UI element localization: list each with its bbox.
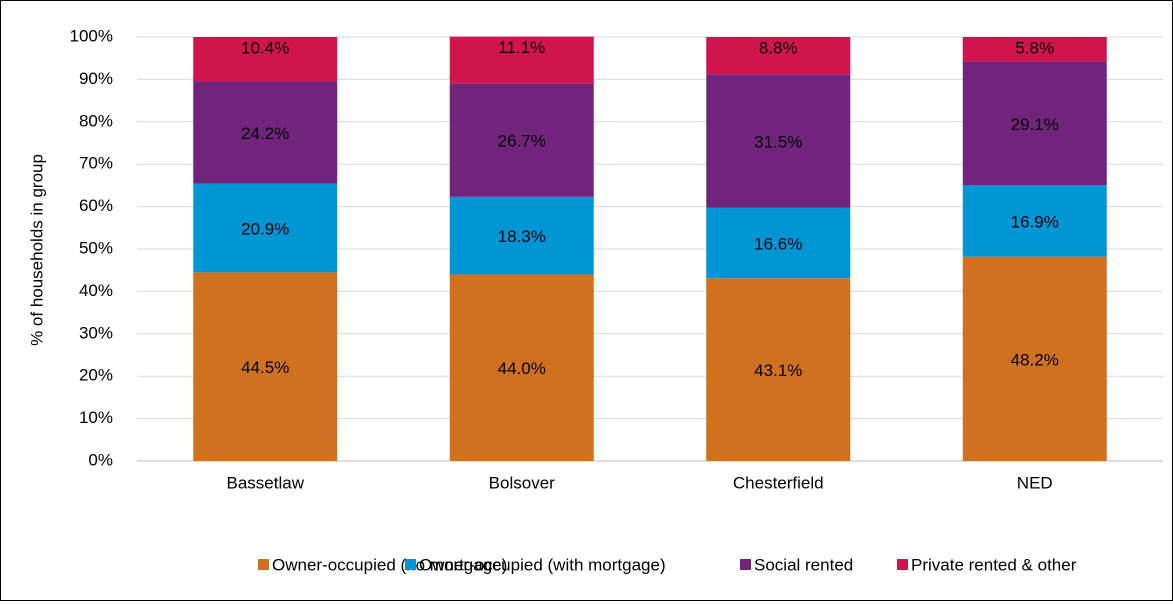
data-label: 5.8% [1015, 38, 1054, 57]
y-tick-label: 10% [79, 408, 113, 427]
y-tick-label: 80% [79, 111, 113, 130]
data-label: 18.3% [498, 227, 546, 246]
y-tick-label: 20% [79, 366, 113, 385]
data-label: 11.1% [498, 38, 545, 57]
y-tick-label: 30% [79, 323, 113, 342]
data-label: 26.7% [498, 132, 546, 151]
bar-segment [193, 81, 338, 184]
bar-segment [962, 37, 1107, 62]
bar-segment [449, 36, 594, 84]
bar-segment [449, 83, 594, 197]
bar-segment [962, 256, 1107, 461]
bar-segment [706, 74, 851, 208]
data-label: 48.2% [1011, 350, 1059, 369]
x-tick-label: Bassetlaw [227, 473, 305, 492]
x-tick-label: Chesterfield [733, 473, 824, 492]
bar-segment [962, 184, 1107, 257]
bar-segment [706, 37, 851, 75]
bar-segment [193, 183, 338, 273]
data-label: 10.4% [241, 38, 289, 57]
legend-swatch [258, 559, 269, 570]
x-tick-label: NED [1017, 473, 1053, 492]
data-label: 24.2% [241, 124, 289, 143]
y-tick-label: 70% [79, 154, 113, 173]
y-tick-label: 50% [79, 238, 113, 257]
data-label: 8.8% [759, 38, 798, 57]
bar-segment [193, 37, 338, 82]
bar-segment [449, 274, 594, 461]
bar-segment [449, 196, 594, 275]
y-tick-label: 100% [70, 26, 113, 45]
bar-segment [962, 61, 1107, 185]
bar-segment [706, 207, 851, 279]
bar-segment [193, 272, 338, 461]
legend-label: Social rented [754, 555, 853, 574]
y-axis-label: % of households in group [27, 154, 46, 346]
legend-swatch [740, 559, 751, 570]
legend-swatch [405, 559, 416, 570]
data-label: 16.6% [754, 235, 802, 254]
data-label: 29.1% [1011, 115, 1059, 134]
data-label: 20.9% [241, 219, 289, 238]
y-tick-label: 40% [79, 281, 113, 300]
legend-label: Owner-occupied (with mortgage) [419, 555, 666, 574]
data-label: 44.0% [498, 359, 546, 378]
legend-label: Owner-occupied (no mortgage) [272, 555, 507, 574]
y-tick-label: 0% [88, 450, 113, 469]
data-label: 16.9% [1011, 212, 1059, 231]
data-label: 31.5% [754, 133, 802, 152]
data-label: 43.1% [754, 361, 802, 380]
legend-swatch [897, 559, 908, 570]
legend-label: Private rented & other [911, 555, 1077, 574]
y-tick-label: 90% [79, 69, 113, 88]
y-tick-label: 60% [79, 196, 113, 215]
x-tick-label: Bolsover [489, 473, 555, 492]
bar-segment [706, 278, 851, 461]
data-label: 44.5% [241, 358, 289, 377]
